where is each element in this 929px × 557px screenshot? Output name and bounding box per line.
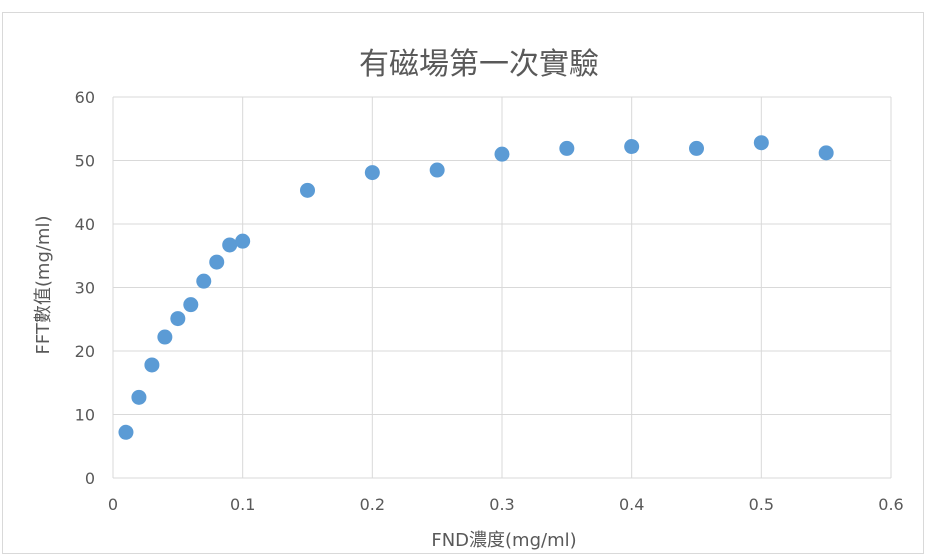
y-tick-label: 60 — [75, 88, 95, 107]
data-point — [131, 389, 147, 405]
data-point — [170, 311, 186, 327]
x-tick-label: 0.5 — [749, 495, 774, 514]
x-tick-label: 0.4 — [619, 495, 644, 514]
chart-title: 有磁場第一次實驗 — [359, 47, 599, 82]
x-axis-ticks: 0 0.1 0.2 0.3 0.4 0.5 0.6 — [108, 495, 904, 514]
data-point — [689, 140, 704, 156]
x-tick-label: 0.2 — [360, 495, 385, 514]
data-point — [209, 254, 225, 270]
data-point — [144, 357, 160, 373]
data-point — [429, 162, 445, 178]
x-tick-label: 0.1 — [230, 495, 255, 514]
data-point — [364, 165, 380, 181]
y-tick-label: 20 — [75, 342, 95, 361]
y-tick-label: 10 — [75, 406, 95, 425]
data-point — [624, 139, 640, 155]
y-tick-label: 30 — [75, 279, 95, 298]
data-points — [118, 135, 834, 440]
data-point — [183, 297, 199, 313]
data-point — [494, 146, 510, 162]
data-point — [300, 182, 315, 198]
x-axis-title: FND濃度(mg/ml) — [431, 530, 576, 551]
y-tick-label: 50 — [75, 152, 95, 171]
data-point — [222, 237, 238, 253]
y-tick-label: 0 — [85, 469, 95, 488]
y-axis-title: FFT數值(mg/ml) — [33, 216, 54, 355]
x-tick-label: 0.6 — [878, 495, 903, 514]
data-point — [559, 140, 575, 156]
chart-container: 有磁場第一次實驗 0 10 20 30 40 50 60 0 0.1 0.2 0.3 0.4 0.5 0… — [2, 12, 924, 554]
data-point — [157, 329, 173, 345]
data-point — [753, 135, 769, 151]
data-point — [235, 233, 251, 249]
x-tick-label: 0.3 — [489, 495, 514, 514]
data-point — [818, 145, 834, 161]
y-axis-ticks: 0 10 20 30 40 50 60 — [75, 88, 95, 488]
data-point — [196, 273, 212, 289]
data-point — [118, 424, 134, 440]
x-tick-label: 0 — [108, 495, 118, 514]
y-tick-label: 40 — [75, 215, 95, 234]
